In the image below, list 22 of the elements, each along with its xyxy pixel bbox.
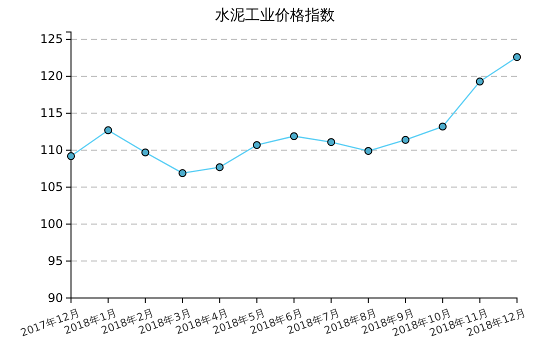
point (178, 169, 186, 178)
y-tick-label: 115 (40, 106, 63, 120)
y-tick-label: 105 (40, 180, 63, 194)
y-tick-label: 100 (40, 216, 63, 231)
y-tick-label: 90 (48, 290, 63, 305)
point (290, 132, 298, 140)
point (438, 122, 447, 131)
point (513, 53, 521, 62)
chart-title: 水泥工业价格指数 (215, 6, 335, 24)
point (141, 148, 150, 156)
point (327, 138, 336, 146)
point (476, 78, 484, 86)
point (104, 126, 112, 134)
point (252, 141, 261, 150)
y-tick-label: 95 (48, 254, 63, 268)
point (402, 136, 410, 144)
y-tick-label: 125 (40, 32, 63, 46)
y-tick-label: 120 (40, 69, 63, 84)
y-tick-label: 110 (40, 143, 63, 158)
point (364, 146, 372, 155)
point (216, 163, 224, 172)
point (67, 152, 75, 160)
